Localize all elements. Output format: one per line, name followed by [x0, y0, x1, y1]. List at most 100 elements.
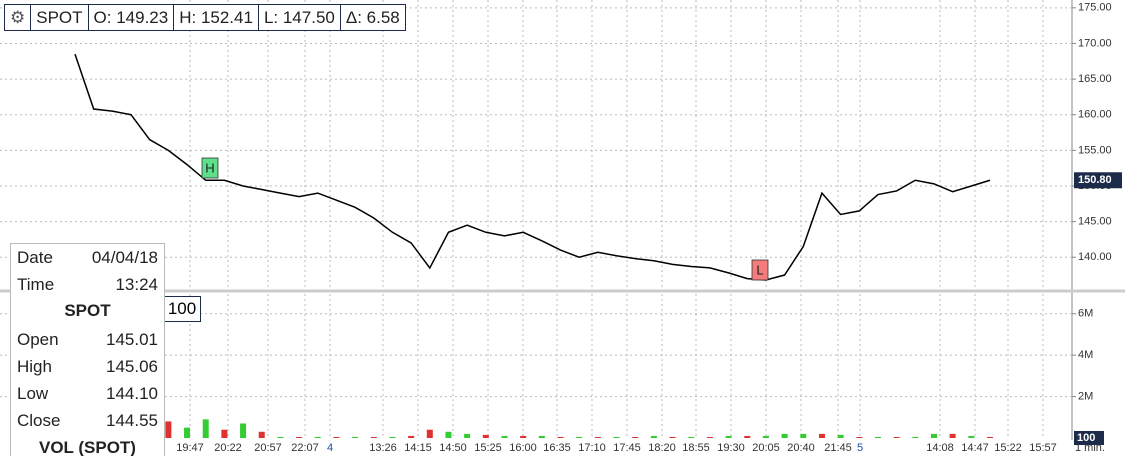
- last-volume-box: [1074, 430, 1104, 445]
- y-tick-label: 140.00: [1078, 251, 1112, 263]
- x-tick-label: 20:05: [752, 442, 780, 454]
- x-tick-label: 19:47: [176, 442, 204, 454]
- volume-bar: [706, 436, 713, 438]
- tip-value: 04/04/18: [91, 248, 158, 267]
- volume-bar: [650, 435, 657, 438]
- x-tick-label: 14:08: [926, 442, 954, 454]
- volume-bar: [688, 436, 695, 438]
- x-tick-label: 20:40: [787, 442, 815, 454]
- y-tick-label: 175.00: [1078, 2, 1112, 14]
- volume-bar: [632, 436, 639, 438]
- volume-bar: [314, 436, 321, 438]
- x-tick-label: 5: [857, 442, 863, 454]
- x-tick-label: 20:22: [214, 442, 242, 454]
- volume-bar: [520, 435, 527, 438]
- volume-bar: [669, 436, 676, 438]
- y-tick-label: 165.00: [1078, 73, 1112, 85]
- volume-bar: [352, 436, 359, 438]
- x-tick-label: 15:25: [474, 442, 502, 454]
- x-tick-label: 16:35: [543, 442, 571, 454]
- volume-bar: [987, 436, 993, 438]
- volume-bar: [613, 436, 620, 438]
- y-tick-label: 6M: [1078, 308, 1093, 320]
- x-tick-label: 18:55: [682, 442, 710, 454]
- volume-bar: [482, 434, 489, 438]
- y-tick-label: 145.00: [1078, 216, 1112, 228]
- low: L: 147.50: [259, 5, 341, 30]
- tip-label: Open: [17, 330, 59, 349]
- volume-bar: [818, 433, 825, 438]
- change: Δ: 6.58: [345, 8, 400, 27]
- volume-bar: [538, 435, 545, 438]
- symbol: SPOT: [31, 5, 89, 30]
- x-tick-label: 20:57: [254, 442, 282, 454]
- tip-value: 145.06: [106, 357, 158, 376]
- x-tick-label: 17:10: [578, 442, 606, 454]
- open: O: 149.23: [89, 5, 175, 30]
- x-tick-label: 14:15: [404, 442, 432, 454]
- x-tick-label: 19:30: [717, 442, 745, 454]
- volume-bar: [240, 423, 247, 438]
- y-tick-label: 2M: [1078, 390, 1093, 402]
- y-tick-label: 4M: [1078, 349, 1093, 361]
- tip-row: Low 144.10: [17, 384, 158, 404]
- tip-label: Date: [17, 248, 53, 267]
- x-tick-label: 4: [327, 442, 333, 454]
- tip-value: 144.10: [106, 384, 158, 403]
- marker-label: L: [756, 262, 763, 277]
- marker-box: [201, 157, 219, 179]
- tip-row: Close 144.55: [17, 411, 158, 431]
- last-price-box: [1074, 172, 1122, 189]
- volume-bar: [856, 436, 863, 438]
- tip-value: 13:24: [115, 275, 158, 294]
- volume-bar: [837, 434, 844, 438]
- volume-bar: [893, 436, 900, 438]
- volume-bar: [501, 435, 508, 438]
- volume-bar: [389, 436, 396, 438]
- tip-row: Date 04/04/18: [17, 248, 158, 268]
- y-tick-label: 155.00: [1078, 144, 1112, 156]
- tip-volume: VOL (SPOT): [39, 438, 136, 456]
- y-tick-label: 170.00: [1078, 37, 1112, 49]
- x-tick-label: 18:20: [648, 442, 676, 454]
- volume-bar: [296, 436, 303, 438]
- x-tick-label: 21:45: [824, 442, 852, 454]
- tip-symbol: SPOT: [64, 301, 111, 320]
- volume-bar: [874, 436, 881, 438]
- marker-box: [751, 259, 769, 281]
- tip-label: Close: [17, 411, 61, 430]
- volume-bar: [221, 429, 228, 438]
- last-price-label: 150.80: [1078, 174, 1112, 186]
- volume-bar: [165, 421, 172, 438]
- x-tick-label: 13:26: [369, 442, 397, 454]
- volume-bar: [277, 436, 284, 438]
- volume-bar: [725, 435, 732, 438]
- marker-label: H: [205, 160, 214, 175]
- volume-bar: [912, 436, 919, 438]
- last-volume-label: 100: [1077, 432, 1095, 444]
- tip-label: Low: [17, 384, 49, 403]
- x-tick-label: 14:50: [439, 442, 467, 454]
- volume-bar: [333, 436, 340, 438]
- tooltip: Date 04/04/18 Time 13:24 SPOT Open 145.01 H…: [10, 243, 165, 456]
- x-tick-label: 15:22: [994, 442, 1022, 454]
- tip-label: High: [17, 357, 52, 376]
- high: H: 152.41: [174, 5, 259, 30]
- volume-bar: [576, 436, 583, 438]
- x-tick-label: 22:07: [291, 442, 319, 454]
- settings-button[interactable]: ⚙: [5, 5, 32, 30]
- tip-value: 145.01: [106, 330, 158, 349]
- volume-bar: [744, 435, 751, 438]
- volume-bar: [258, 431, 265, 438]
- volume-bar: [184, 427, 191, 438]
- volume-bar: [762, 435, 769, 438]
- x-tick-label: 17:45: [613, 442, 641, 454]
- y-tick-label: 160.00: [1078, 109, 1112, 121]
- price-line: [74, 53, 991, 281]
- volume-bar: [557, 436, 564, 438]
- volume-bar: [408, 435, 415, 438]
- volume-setting[interactable]: 100: [163, 296, 201, 322]
- volume-bar: [930, 433, 937, 438]
